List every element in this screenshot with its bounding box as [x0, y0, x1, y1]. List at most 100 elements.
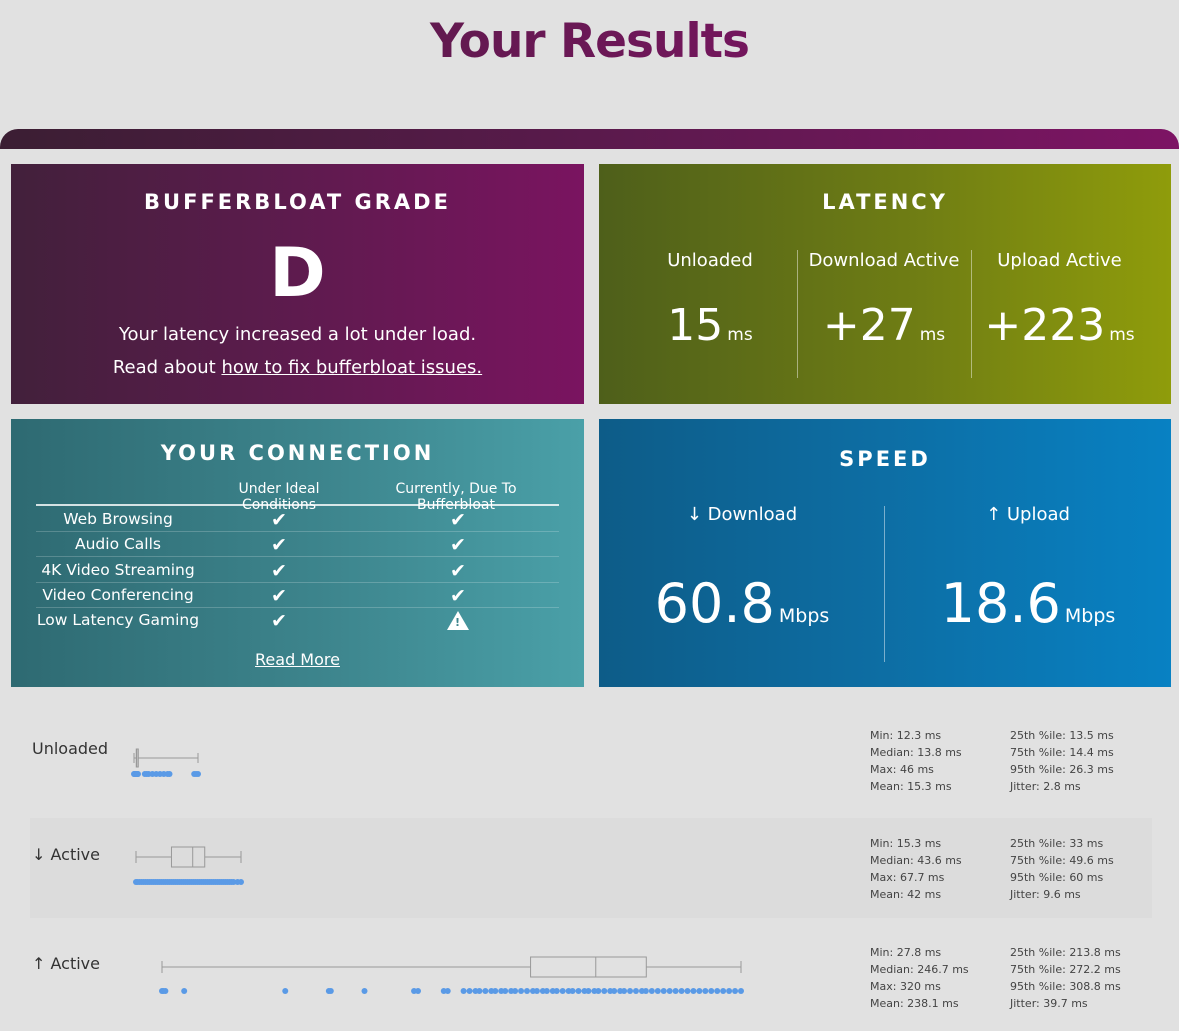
data-point — [720, 988, 727, 994]
distribution-label: ↓ Active — [32, 845, 100, 864]
latency-unit: ms — [727, 325, 753, 345]
connection-row-name: Web Browsing — [63, 510, 173, 528]
checkmark-icon: ✔ — [271, 559, 287, 582]
speed-panel: SPEED ↓ Download 60.8 Mbps ↑ Upload 18.6 M… — [599, 419, 1171, 687]
page-title: Your Results — [0, 14, 1179, 69]
data-point — [162, 988, 169, 994]
stats-left: Min: 12.3 ms Median: 13.8 ms Max: 46 ms … — [870, 727, 962, 795]
data-point — [559, 988, 566, 994]
stats-right: 25th %ile: 213.8 ms 75th %ile: 272.2 ms … — [1010, 944, 1121, 1012]
data-point — [523, 988, 530, 994]
data-point — [466, 988, 473, 994]
stat-item: Max: 46 ms — [870, 763, 934, 776]
latency-label: Unloaded — [667, 250, 753, 271]
data-point — [512, 988, 519, 994]
stat-item: 95th %ile: 60 ms — [1010, 871, 1104, 884]
data-point — [195, 771, 201, 777]
connection-panel: YOUR CONNECTION Under Ideal Conditions C… — [11, 419, 584, 687]
box-iqr — [170, 846, 206, 868]
latency-value: +223 — [984, 300, 1106, 351]
stats-right: 25th %ile: 13.5 ms 75th %ile: 14.4 ms 95… — [1010, 727, 1114, 795]
fix-bufferbloat-link[interactable]: how to fix bufferbloat issues. — [221, 357, 483, 378]
data-point — [738, 988, 744, 994]
stat-item: 95th %ile: 26.3 ms — [1010, 763, 1114, 776]
latency-unit: ms — [1109, 325, 1135, 345]
data-point — [575, 988, 582, 994]
data-point — [595, 988, 602, 994]
data-point — [621, 988, 628, 994]
stat-item: 95th %ile: 308.8 ms — [1010, 980, 1121, 993]
stat-item: Min: 27.8 ms — [870, 946, 942, 959]
data-point — [678, 988, 685, 994]
grade-heading: BUFFERBLOAT GRADE — [144, 190, 451, 214]
checkmark-icon: ✔ — [271, 584, 287, 607]
data-point — [361, 988, 368, 994]
connection-row: Web Browsing ✔ ✔ — [36, 507, 559, 532]
connection-row: 4K Video Streaming ✔ ✔ — [36, 558, 559, 583]
download-value: 60.8 — [654, 572, 775, 635]
upload-label: ↑ Upload — [986, 504, 1070, 525]
data-point — [502, 988, 509, 994]
stat-item: Min: 15.3 ms — [870, 837, 942, 850]
data-point — [585, 988, 592, 994]
stat-item: 75th %ile: 272.2 ms — [1010, 963, 1121, 976]
data-point — [482, 988, 489, 994]
stat-item: Median: 13.8 ms — [870, 746, 962, 759]
connection-row: Video Conferencing ✔ ✔ — [36, 583, 559, 608]
stat-item: Min: 12.3 ms — [870, 729, 942, 742]
data-point — [327, 988, 334, 994]
grade-read-about: Read about how to fix bufferbloat issues… — [11, 357, 584, 378]
distribution-label: ↑ Active — [32, 954, 100, 973]
data-point — [415, 988, 422, 994]
data-point — [654, 988, 661, 994]
connection-row-name: Low Latency Gaming — [36, 611, 200, 630]
stat-item: 25th %ile: 33 ms — [1010, 837, 1104, 850]
stat-item: Mean: 238.1 ms — [870, 997, 959, 1010]
connection-row: Low Latency Gaming ✔ — [36, 608, 559, 633]
data-point — [684, 988, 691, 994]
data-point — [714, 988, 721, 994]
connection-row-name: 4K Video Streaming — [41, 560, 195, 579]
stat-item: Median: 246.7 ms — [870, 963, 969, 976]
stat-item: 25th %ile: 213.8 ms — [1010, 946, 1121, 959]
data-point — [533, 988, 540, 994]
data-point — [518, 988, 525, 994]
data-point — [708, 988, 715, 994]
distribution-row-download-active: ↓ Active Min: 15.3 ms Median: 43.6 ms Ma… — [30, 818, 1152, 918]
upload-unit: Mbps — [1064, 605, 1116, 627]
grade-description: Your latency increased a lot under load. — [118, 324, 477, 345]
latency-download-active: Download Active +27 ms — [798, 250, 970, 378]
latency-value: +27 — [822, 300, 916, 351]
download-unit: Mbps — [778, 605, 830, 627]
data-point — [696, 988, 703, 994]
data-point — [444, 988, 451, 994]
latency-heading: LATENCY — [822, 190, 948, 214]
data-point — [460, 988, 467, 994]
data-point — [666, 988, 673, 994]
data-point — [601, 988, 608, 994]
data-point — [648, 988, 655, 994]
latency-divider — [797, 250, 798, 378]
speed-heading: SPEED — [839, 447, 931, 471]
data-point — [543, 988, 550, 994]
data-point — [282, 988, 289, 994]
checkmark-icon: ✔ — [450, 534, 466, 557]
checkmark-icon: ✔ — [450, 584, 466, 607]
title-divider-bar — [0, 129, 1179, 149]
stat-item: Jitter: 2.8 ms — [1010, 780, 1081, 793]
data-point — [732, 988, 739, 994]
distribution-label: Unloaded — [32, 739, 109, 758]
data-point — [611, 988, 618, 994]
stat-item: 75th %ile: 49.6 ms — [1010, 854, 1114, 867]
stat-item: Mean: 42 ms — [870, 888, 942, 901]
connection-heading: YOUR CONNECTION — [160, 441, 435, 465]
stat-item: Mean: 15.3 ms — [870, 780, 952, 793]
stat-item: Jitter: 9.6 ms — [1010, 888, 1081, 901]
speed-download: ↓ Download 60.8 Mbps — [599, 504, 885, 664]
data-point — [181, 988, 188, 994]
download-label: ↓ Download — [686, 504, 798, 525]
latency-unloaded: Unloaded 15 ms — [619, 250, 801, 378]
read-more-link[interactable]: Read More — [255, 650, 340, 669]
connection-row-name: Audio Calls — [75, 535, 161, 554]
data-point — [492, 988, 499, 994]
